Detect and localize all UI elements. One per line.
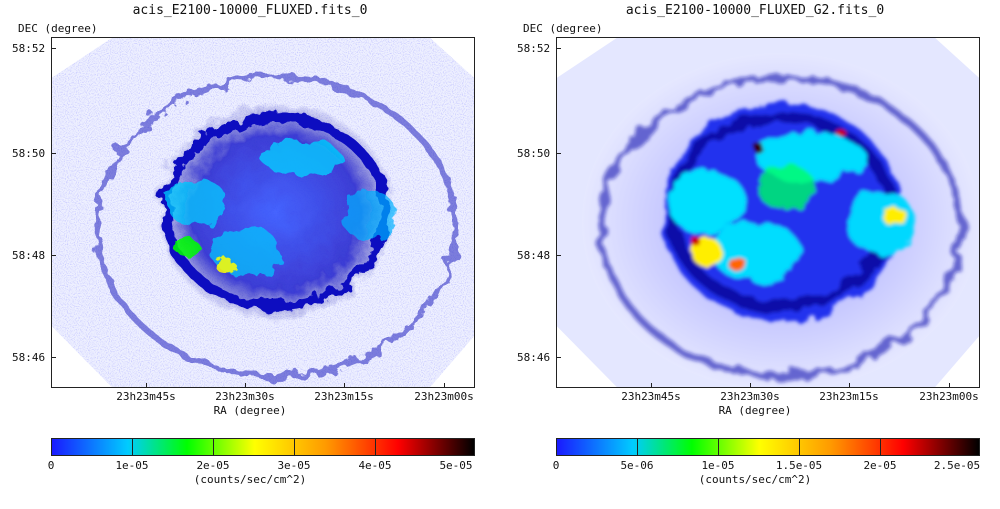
colorbar-tick (637, 438, 638, 456)
colorbar-tick-label: 1.5e-05 (775, 459, 823, 472)
colorbar-tick-label: 5e-05 (439, 459, 473, 472)
colorbar (556, 438, 980, 456)
right-image-panel: acis_E2100-10000_FLUXED_G2.fits_0 DEC (d… (505, 0, 1000, 509)
x-tick-label: 23h23m30s (215, 390, 275, 403)
colorbar-tick (718, 438, 719, 456)
colorbar-tick-label: 5e-06 (620, 459, 654, 472)
colorbar (51, 438, 475, 456)
x-tick (444, 383, 445, 388)
colorbar-tick-label: 1e-05 (115, 459, 149, 472)
x-tick (849, 383, 850, 388)
y-tick-label: 58:50 (12, 147, 46, 160)
y-tick (51, 255, 56, 256)
colorbar-unit: (counts/sec/cm^2) (698, 473, 812, 486)
supernova-remnant-image (52, 38, 474, 387)
y-tick (556, 357, 561, 358)
image-frame (51, 37, 475, 388)
y-tick-label: 58:46 (517, 351, 551, 364)
x-tick (651, 383, 652, 388)
x-tick-label: 23h23m00s (919, 390, 979, 403)
y-tick-label: 58:46 (12, 351, 46, 364)
x-tick-label: 23h23m15s (819, 390, 879, 403)
y-tick (556, 48, 561, 49)
x-tick-label: 23h23m45s (621, 390, 681, 403)
colorbar-tick-label: 4e-05 (358, 459, 392, 472)
x-tick (949, 383, 950, 388)
y-tick (51, 153, 56, 154)
left-image-panel: acis_E2100-10000_FLUXED.fits_0 DEC (degr… (12, 3, 475, 486)
x-tick (344, 383, 345, 388)
y-tick (51, 48, 56, 49)
x-axis-label: RA (degree) (718, 404, 792, 417)
colorbar-tick-label: 2e-05 (196, 459, 230, 472)
colorbar-tick-label: 1e-05 (701, 459, 735, 472)
x-axis-label: RA (degree) (213, 404, 287, 417)
colorbar-tick-label: 3e-05 (277, 459, 311, 472)
y-tick (51, 357, 56, 358)
colorbar-tick-label: 0 (47, 459, 55, 472)
colorbar-tick (213, 438, 214, 456)
colorbar-unit: (counts/sec/cm^2) (193, 473, 307, 486)
x-tick-label: 23h23m45s (116, 390, 176, 403)
x-tick (146, 383, 147, 388)
x-tick-label: 23h23m30s (720, 390, 780, 403)
x-tick-label: 23h23m15s (314, 390, 374, 403)
colorbar-tick-label: 2.5e-05 (933, 459, 981, 472)
y-axis-label: DEC (degree) (18, 22, 98, 35)
y-tick-label: 58:48 (12, 249, 46, 262)
y-tick-label: 58:50 (517, 147, 551, 160)
colorbar-tick (132, 438, 133, 456)
colorbar-tick-label: 0 (552, 459, 560, 472)
colorbar-tick (294, 438, 295, 456)
colorbar-tick (375, 438, 376, 456)
image-frame (556, 37, 980, 388)
y-tick (556, 255, 561, 256)
x-tick (750, 383, 751, 388)
y-axis-label: DEC (degree) (523, 22, 603, 35)
x-tick-label: 23h23m00s (414, 390, 474, 403)
colorbar-tick-label: 2e-05 (863, 459, 897, 472)
colorbar-tick (880, 438, 881, 456)
y-tick-label: 58:48 (517, 249, 551, 262)
colorbar-tick (799, 438, 800, 456)
panel-title: acis_E2100-10000_FLUXED.fits_0 (132, 3, 368, 18)
x-tick (245, 383, 246, 388)
y-tick-label: 58:52 (12, 42, 46, 55)
y-tick (556, 153, 561, 154)
panel-title: acis_E2100-10000_FLUXED_G2.fits_0 (625, 3, 885, 18)
smoothed-remnant-image (557, 38, 979, 387)
y-tick-label: 58:52 (517, 42, 551, 55)
